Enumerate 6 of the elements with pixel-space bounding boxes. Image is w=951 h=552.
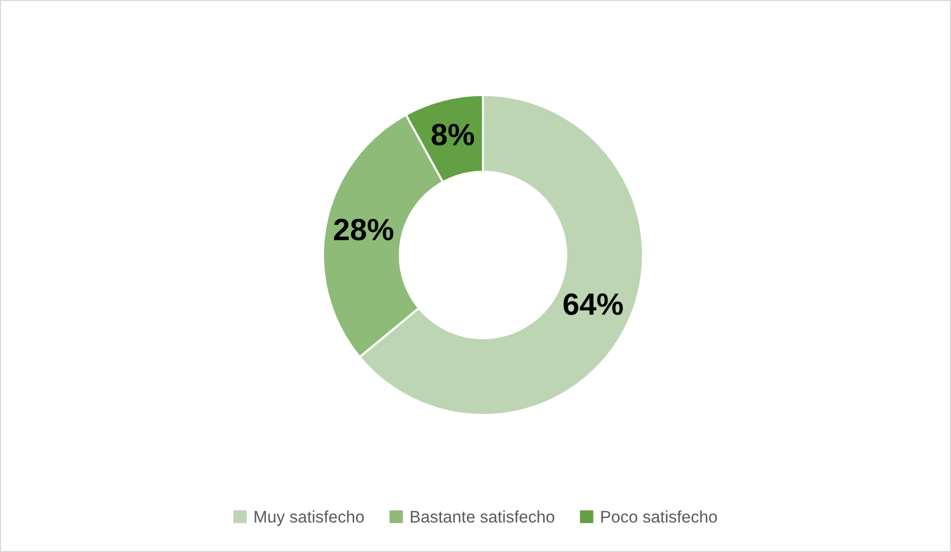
data-label: 8%	[432, 124, 474, 146]
data-label: 64%	[564, 293, 623, 315]
legend-label: Bastante satisfecho	[410, 510, 554, 523]
legend-label: Muy satisfecho	[254, 510, 364, 526]
legend-label: Poco satisfecho	[601, 510, 717, 523]
data-label: 28%	[334, 218, 394, 240]
